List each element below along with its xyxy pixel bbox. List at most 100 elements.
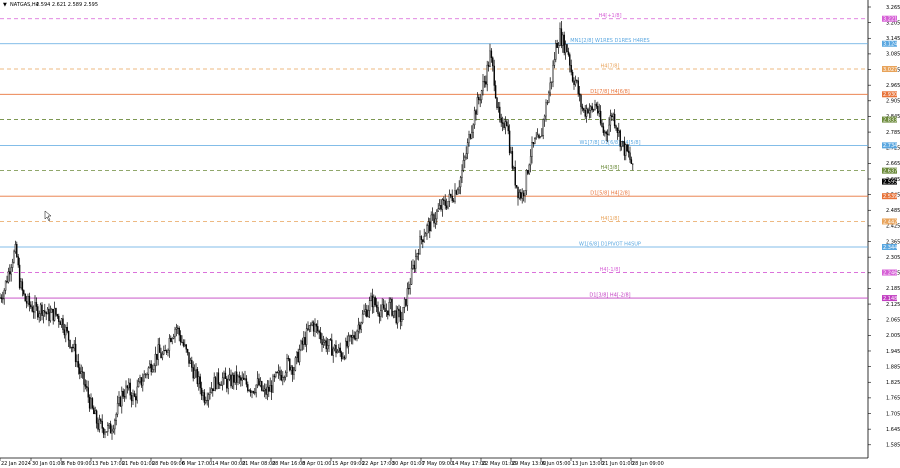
candle-body	[74, 343, 77, 363]
candle-body	[356, 330, 358, 339]
candle-body	[574, 80, 577, 85]
candle-body	[563, 34, 565, 54]
candle-body	[59, 321, 61, 325]
candle-body	[396, 308, 399, 324]
candle-body	[402, 307, 404, 320]
candle-body	[391, 298, 393, 316]
candle-body	[604, 131, 606, 133]
candle-body	[619, 130, 621, 147]
candle-body	[506, 121, 508, 127]
candle-body	[545, 102, 547, 117]
candle-body	[258, 378, 260, 386]
price-tag	[882, 269, 897, 276]
candle-body	[100, 419, 102, 422]
candle-body	[296, 351, 298, 359]
candle-body	[354, 338, 357, 340]
candle-body	[157, 344, 159, 360]
candle-body	[254, 392, 256, 394]
candle-body	[417, 253, 420, 255]
candle-body	[317, 326, 319, 332]
candle-body	[168, 338, 171, 351]
x-tick-label: 29 May 13:00	[512, 461, 546, 467]
candle-body	[499, 106, 501, 119]
candle-body	[76, 361, 78, 363]
candle-body	[507, 125, 509, 132]
candle-body	[198, 376, 200, 385]
level-label: D1[5/8] H4[2/8]	[590, 191, 630, 197]
candle-body	[25, 300, 28, 304]
candle-body	[548, 92, 550, 103]
candle-body	[116, 403, 119, 415]
candle-body	[161, 353, 164, 359]
candle-body	[318, 330, 320, 333]
candle-body	[367, 310, 369, 317]
candle-body	[7, 271, 10, 283]
last-price-label: 2.595	[883, 179, 897, 185]
candle-body	[364, 309, 367, 313]
candle-body	[546, 102, 549, 104]
candle-body	[79, 367, 81, 374]
candle-body	[345, 340, 347, 359]
candle-body	[368, 300, 371, 311]
candle-body	[612, 113, 614, 118]
y-tick-label: 3.145	[886, 36, 900, 42]
candle-body	[326, 345, 329, 350]
candle-body	[378, 313, 381, 317]
candle-body	[2, 298, 4, 300]
candle-body	[389, 298, 392, 303]
price-tag-label: 2.344	[883, 245, 897, 251]
candle-body	[444, 200, 446, 206]
candle-body	[570, 65, 572, 73]
candle-body	[17, 256, 19, 266]
candle-body	[224, 372, 227, 379]
candle-body	[128, 382, 130, 389]
candle-body	[429, 221, 431, 232]
candle-body	[436, 210, 438, 220]
price-tag-label: 3.124	[883, 42, 897, 48]
candle-body	[380, 310, 382, 317]
candle-body	[104, 431, 106, 435]
candle-body	[335, 344, 337, 354]
candle-body	[9, 271, 11, 275]
x-tick-label: 21 Mar 08:00	[242, 461, 275, 467]
x-tick-label: 14 Mar 00:00	[212, 461, 245, 467]
candle-body	[626, 144, 628, 152]
candle-body	[276, 371, 278, 373]
candle-body	[156, 353, 158, 360]
y-tick-label: 2.185	[886, 286, 900, 292]
candle-body	[3, 290, 5, 299]
candle-body	[441, 199, 444, 210]
candle-body	[349, 335, 351, 337]
candle-body	[289, 358, 291, 371]
candle-body	[573, 80, 575, 85]
candle-body	[158, 344, 161, 353]
candle-body	[483, 81, 486, 83]
candle-body	[189, 360, 192, 364]
candle-body	[147, 367, 150, 375]
candle-body	[199, 376, 201, 389]
candle-body	[314, 324, 316, 332]
candle-body	[413, 264, 416, 269]
candle-body	[67, 330, 70, 341]
candle-body	[525, 170, 528, 191]
candle-body	[11, 261, 14, 268]
candle-body	[272, 375, 274, 393]
candle-body	[373, 297, 375, 308]
candle-body	[459, 177, 462, 188]
candle-body	[576, 80, 578, 82]
candle-body	[178, 328, 180, 336]
x-tick-label: 22 Jan 2024	[1, 461, 31, 467]
candle-body	[188, 352, 190, 364]
candle-body	[494, 85, 497, 99]
candle-body	[448, 193, 451, 202]
x-tick-label: 6 Mar 17:00	[182, 461, 212, 467]
candle-body	[497, 106, 500, 108]
candle-body	[492, 57, 494, 67]
candle-body	[482, 81, 484, 91]
candle-body	[406, 288, 409, 306]
candle-body	[594, 104, 596, 110]
time-axis[interactable]: 22 Jan 2024 30 Jan 01:006 Feb 09:00 13 Feb…	[0, 458, 664, 467]
symbol-dropdown-arrow-icon[interactable]: ▼	[3, 2, 7, 8]
